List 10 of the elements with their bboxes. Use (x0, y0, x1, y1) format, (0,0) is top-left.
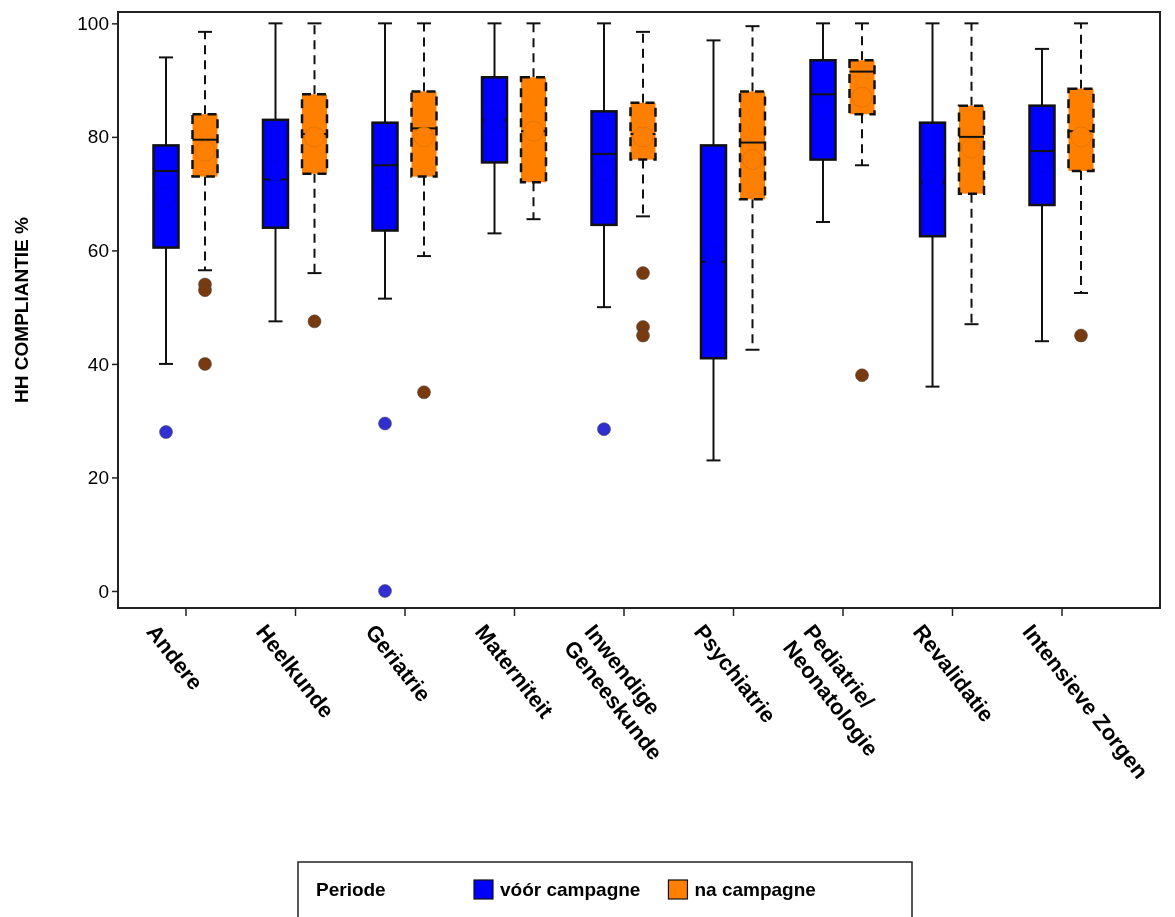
y-tick-label: 20 (87, 467, 109, 489)
y-tick-label: 100 (77, 12, 109, 34)
y-axis-title: HH COMPLIANTIE % (11, 217, 32, 403)
legend-label: vóór campagne (500, 879, 641, 900)
y-tick-label: 0 (98, 580, 109, 602)
legend-label: na campagne (694, 879, 816, 900)
legend-title: Periode (316, 879, 386, 900)
y-tick-label: 60 (87, 239, 109, 261)
y-tick-label: 80 (87, 126, 109, 148)
y-tick-label: 40 (87, 353, 109, 375)
